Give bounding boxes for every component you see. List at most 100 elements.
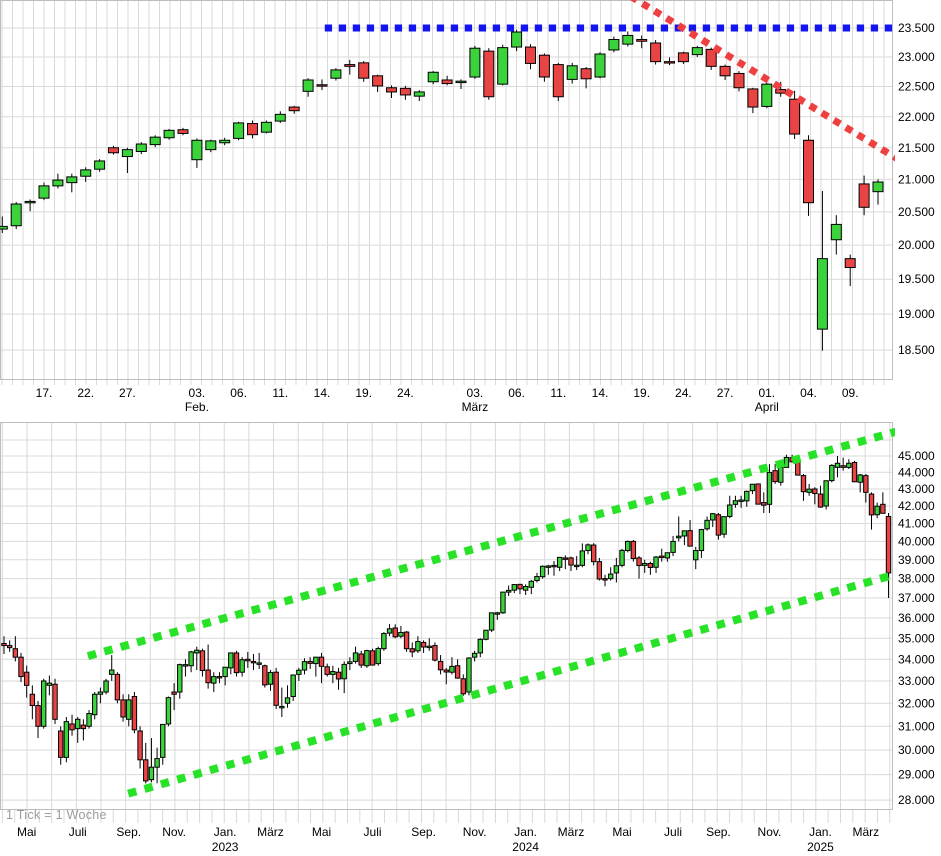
candle-down bbox=[863, 475, 869, 493]
candle-up bbox=[413, 91, 425, 97]
x-axis-labels: 17. 22. 27. 03.Feb.06. 11. 14. 19. 24. 03.März06… bbox=[36, 386, 859, 414]
svg-text:06.: 06. bbox=[230, 386, 247, 400]
candle-down bbox=[636, 39, 648, 42]
candle-up bbox=[126, 699, 132, 720]
candle-down bbox=[715, 514, 722, 536]
candle-down bbox=[344, 64, 356, 67]
daily-chart-canvas: 23.500 23.000 22.500 22.000 21.500 21.000 20.5… bbox=[0, 0, 935, 414]
candle-up bbox=[619, 549, 625, 566]
candle-up bbox=[766, 471, 773, 505]
plot-border bbox=[0, 0, 893, 380]
candle-down bbox=[650, 42, 662, 63]
svg-text:24.: 24. bbox=[397, 386, 414, 400]
candle-up bbox=[522, 585, 529, 591]
y-axis-labels: 45.000 44.000 43.000 42.000 41.000 40.000 39.0… bbox=[898, 449, 935, 807]
candle-up bbox=[545, 565, 552, 568]
candle-down bbox=[483, 50, 495, 98]
candle-up bbox=[761, 83, 773, 107]
svg-text:06.: 06. bbox=[508, 386, 525, 400]
candle-up bbox=[622, 34, 634, 45]
svg-text:18.500: 18.500 bbox=[898, 343, 935, 357]
svg-text:23.000: 23.000 bbox=[898, 50, 935, 64]
candle-down bbox=[318, 656, 325, 667]
candle-down bbox=[335, 671, 342, 680]
candle-up bbox=[103, 680, 109, 693]
svg-text:21.500: 21.500 bbox=[898, 141, 935, 155]
candle-down bbox=[273, 671, 279, 706]
candle-up bbox=[607, 573, 614, 580]
candle-up bbox=[511, 31, 523, 48]
candle-down bbox=[288, 106, 300, 112]
candle-down bbox=[199, 650, 206, 671]
candle-up bbox=[302, 79, 314, 92]
candle-down bbox=[324, 666, 330, 675]
candle-up bbox=[427, 71, 439, 83]
candle-down bbox=[636, 557, 642, 567]
svg-text:Jan.: Jan. bbox=[514, 825, 537, 839]
candle-up bbox=[816, 258, 828, 330]
candle-up bbox=[121, 149, 133, 158]
candle-down bbox=[812, 488, 818, 495]
candle-down bbox=[245, 658, 251, 662]
candle-up bbox=[381, 633, 387, 650]
candle-up bbox=[330, 69, 342, 79]
svg-text:30.000: 30.000 bbox=[898, 743, 935, 757]
svg-text:39.000: 39.000 bbox=[898, 553, 935, 567]
svg-text:11.: 11. bbox=[550, 386, 566, 400]
svg-text:Jan.: Jan. bbox=[214, 825, 237, 839]
candle-down bbox=[858, 183, 870, 208]
candle-down bbox=[316, 84, 328, 87]
svg-text:2025: 2025 bbox=[807, 840, 834, 854]
candle-up bbox=[290, 674, 296, 697]
candle-up bbox=[274, 113, 286, 122]
svg-text:Nov.: Nov. bbox=[162, 825, 186, 839]
candle-up bbox=[347, 661, 353, 665]
candle-down bbox=[437, 660, 444, 671]
candle-down bbox=[525, 46, 536, 64]
candle-down bbox=[399, 87, 411, 96]
svg-text:Juli: Juli bbox=[664, 825, 682, 839]
candle-up bbox=[364, 650, 370, 667]
candle-down bbox=[372, 75, 384, 87]
svg-text:40.000: 40.000 bbox=[898, 534, 935, 548]
candle-up bbox=[566, 65, 578, 80]
svg-text:04.: 04. bbox=[800, 386, 817, 400]
candle-up bbox=[86, 713, 92, 727]
svg-text:14.: 14. bbox=[314, 386, 331, 400]
candle-up bbox=[710, 513, 716, 521]
candle-up bbox=[488, 612, 495, 631]
candle-up bbox=[426, 645, 432, 649]
candle-up bbox=[471, 652, 478, 658]
candle-up bbox=[149, 136, 161, 146]
candle-down bbox=[369, 650, 376, 666]
candle-down bbox=[18, 656, 24, 678]
candle-down bbox=[358, 62, 370, 79]
candle-up bbox=[732, 500, 739, 505]
candle-down bbox=[596, 561, 603, 580]
candle-up bbox=[233, 122, 245, 139]
svg-text:Sep.: Sep. bbox=[706, 825, 731, 839]
svg-text:03.: 03. bbox=[467, 386, 484, 400]
candle-up bbox=[670, 540, 676, 553]
candle-up bbox=[160, 723, 166, 758]
candle-down bbox=[177, 129, 189, 134]
candle-up bbox=[75, 718, 81, 730]
candle-up bbox=[97, 691, 104, 695]
candle-up bbox=[834, 462, 841, 468]
svg-text:38.000: 38.000 bbox=[898, 572, 935, 586]
candle-down bbox=[262, 665, 268, 686]
candle-up bbox=[449, 665, 455, 673]
svg-text:01.: 01. bbox=[758, 386, 775, 400]
candle-up bbox=[148, 766, 155, 781]
candle-down bbox=[552, 64, 564, 98]
candle-up bbox=[505, 589, 512, 593]
candle-down bbox=[80, 724, 87, 730]
candle-up bbox=[511, 584, 517, 591]
candle-up bbox=[341, 663, 347, 680]
svg-text:11.: 11. bbox=[272, 386, 288, 400]
candle-up bbox=[528, 580, 535, 588]
svg-text:Juli: Juli bbox=[364, 825, 382, 839]
candles bbox=[1, 454, 892, 784]
svg-text:29.000: 29.000 bbox=[898, 768, 935, 782]
